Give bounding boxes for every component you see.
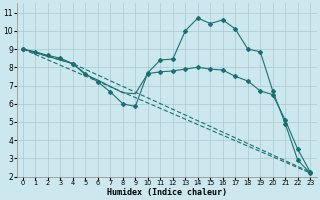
X-axis label: Humidex (Indice chaleur): Humidex (Indice chaleur) [107,188,227,197]
